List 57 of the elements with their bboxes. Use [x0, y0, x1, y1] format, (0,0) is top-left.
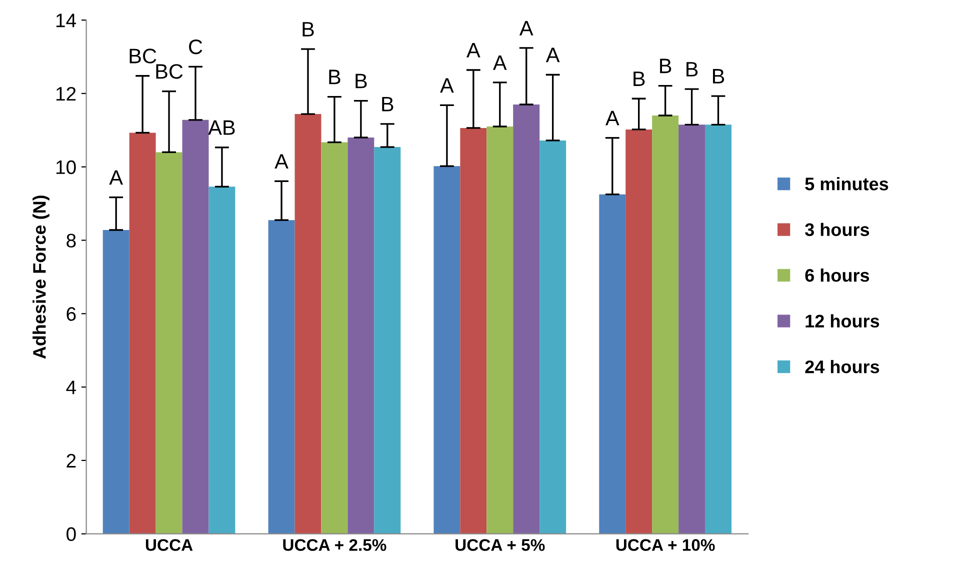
bar — [374, 147, 401, 534]
annotation: B — [634, 72, 645, 86]
annotation: B — [382, 96, 394, 112]
bar — [156, 152, 182, 534]
legend-label: 3 hours — [805, 222, 870, 236]
bar — [294, 114, 322, 534]
annotation: BC — [156, 64, 183, 79]
annotation: A — [466, 43, 480, 58]
legend-label: 5 minutes — [805, 177, 888, 190]
y-tick-label: 0 — [66, 527, 76, 542]
x-tick-label: UCCA + 2.5% — [283, 539, 386, 551]
bar — [102, 230, 130, 534]
y-tick-label: 4 — [66, 380, 76, 394]
annotation: A — [519, 20, 534, 36]
y-tick-label: 8 — [66, 234, 76, 248]
annotation: B — [713, 69, 724, 84]
bar — [678, 124, 706, 534]
bar — [705, 124, 732, 534]
x-tick-label: UCCA + 10% — [616, 539, 715, 551]
x-tick-label: UCCA — [146, 539, 193, 551]
y-tick-label: 12 — [56, 86, 76, 101]
annotation: B — [660, 58, 672, 74]
bar — [268, 220, 295, 534]
bar — [434, 166, 460, 534]
legend-label: 24 hours — [805, 360, 880, 374]
bar — [460, 128, 487, 534]
annotation: B — [686, 62, 698, 76]
annotation: A — [492, 55, 507, 70]
annotation: B — [329, 70, 340, 84]
annotation: B — [302, 22, 314, 36]
bar — [321, 142, 348, 534]
legend-label: 12 hours — [806, 314, 880, 328]
bar — [129, 132, 156, 534]
bar — [652, 115, 679, 534]
annotation: BC — [130, 48, 156, 64]
y-tick-label: 6 — [66, 307, 76, 321]
bar — [208, 186, 236, 534]
bar — [348, 138, 374, 534]
x-tick-label: UCCA + 5% — [456, 539, 545, 551]
bar — [626, 129, 652, 534]
y-tick-label: 14 — [56, 14, 76, 28]
annotation: A — [440, 78, 454, 93]
bar — [540, 140, 566, 534]
y-tick-label: 10 — [56, 160, 76, 174]
annotation: A — [274, 154, 288, 169]
y-axis-title: Adhesive Force (N) — [32, 196, 50, 359]
bar — [513, 104, 540, 534]
annotation: C — [189, 39, 202, 54]
annotation: B — [356, 74, 367, 88]
bar — [182, 120, 209, 534]
bar — [599, 194, 626, 534]
y-tick-label: 2 — [66, 454, 76, 468]
annotation: A — [605, 110, 620, 126]
annotation: A — [546, 48, 560, 62]
bar — [486, 126, 514, 534]
annotation: A — [109, 170, 123, 185]
legend-label: 6 hours — [805, 268, 870, 282]
